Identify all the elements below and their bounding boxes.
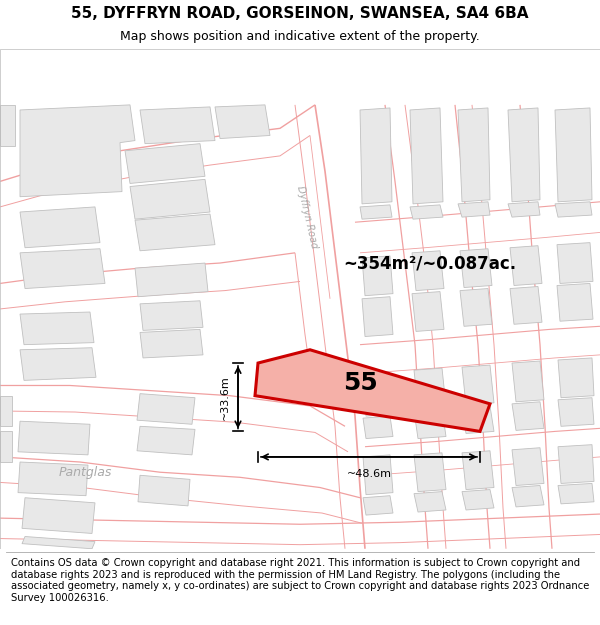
Polygon shape xyxy=(22,536,95,549)
Polygon shape xyxy=(138,475,190,506)
Text: ~354m²/~0.087ac.: ~354m²/~0.087ac. xyxy=(343,254,517,272)
Text: Contains OS data © Crown copyright and database right 2021. This information is : Contains OS data © Crown copyright and d… xyxy=(11,558,589,602)
Text: Dyffryn Road: Dyffryn Road xyxy=(295,185,319,249)
Polygon shape xyxy=(20,249,105,289)
Polygon shape xyxy=(512,361,544,402)
Text: 55, DYFFRYN ROAD, GORSEINON, SWANSEA, SA4 6BA: 55, DYFFRYN ROAD, GORSEINON, SWANSEA, SA… xyxy=(71,6,529,21)
Text: ~33.6m: ~33.6m xyxy=(220,375,230,419)
Polygon shape xyxy=(0,396,12,426)
Polygon shape xyxy=(558,398,594,426)
Polygon shape xyxy=(512,448,544,486)
Polygon shape xyxy=(412,251,444,291)
Polygon shape xyxy=(462,406,494,434)
Polygon shape xyxy=(18,462,88,496)
Polygon shape xyxy=(137,426,195,455)
Polygon shape xyxy=(557,242,593,284)
Polygon shape xyxy=(458,108,490,202)
Polygon shape xyxy=(22,498,95,534)
Polygon shape xyxy=(555,108,592,202)
Polygon shape xyxy=(20,105,135,197)
Text: ~48.6m: ~48.6m xyxy=(347,469,392,479)
Polygon shape xyxy=(140,301,203,331)
Polygon shape xyxy=(460,249,492,288)
Polygon shape xyxy=(557,284,593,321)
Polygon shape xyxy=(555,202,592,217)
Polygon shape xyxy=(363,416,393,439)
Polygon shape xyxy=(137,394,195,424)
Polygon shape xyxy=(414,368,446,408)
Polygon shape xyxy=(414,492,446,512)
Polygon shape xyxy=(460,289,492,326)
Polygon shape xyxy=(130,179,210,219)
Polygon shape xyxy=(458,202,490,217)
Polygon shape xyxy=(363,375,393,416)
Polygon shape xyxy=(20,207,100,248)
Polygon shape xyxy=(362,297,393,336)
Text: Pantglas: Pantglas xyxy=(58,466,112,479)
Polygon shape xyxy=(462,489,494,510)
Polygon shape xyxy=(20,312,94,344)
Text: Map shows position and indicative extent of the property.: Map shows position and indicative extent… xyxy=(120,29,480,42)
Polygon shape xyxy=(412,292,444,331)
Polygon shape xyxy=(558,484,594,504)
Polygon shape xyxy=(410,108,443,204)
Polygon shape xyxy=(255,350,490,431)
Text: 55: 55 xyxy=(343,371,377,396)
Polygon shape xyxy=(140,107,215,144)
Polygon shape xyxy=(360,108,392,204)
Polygon shape xyxy=(125,144,205,184)
Polygon shape xyxy=(510,246,542,286)
Polygon shape xyxy=(414,409,446,439)
Polygon shape xyxy=(414,453,446,492)
Polygon shape xyxy=(558,444,594,484)
Polygon shape xyxy=(0,105,15,146)
Polygon shape xyxy=(558,358,594,398)
Polygon shape xyxy=(462,365,494,405)
Polygon shape xyxy=(512,486,544,507)
Polygon shape xyxy=(140,329,203,358)
Polygon shape xyxy=(20,348,96,381)
Polygon shape xyxy=(512,402,544,431)
Polygon shape xyxy=(362,256,393,296)
Polygon shape xyxy=(363,496,393,515)
Polygon shape xyxy=(135,214,215,251)
Polygon shape xyxy=(462,451,494,489)
Polygon shape xyxy=(508,202,540,217)
Polygon shape xyxy=(215,105,270,139)
Polygon shape xyxy=(510,286,542,324)
Polygon shape xyxy=(508,108,540,202)
Polygon shape xyxy=(363,455,393,494)
Polygon shape xyxy=(18,421,90,455)
Polygon shape xyxy=(0,431,12,462)
Polygon shape xyxy=(360,205,392,219)
Polygon shape xyxy=(135,263,208,297)
Polygon shape xyxy=(410,205,443,219)
